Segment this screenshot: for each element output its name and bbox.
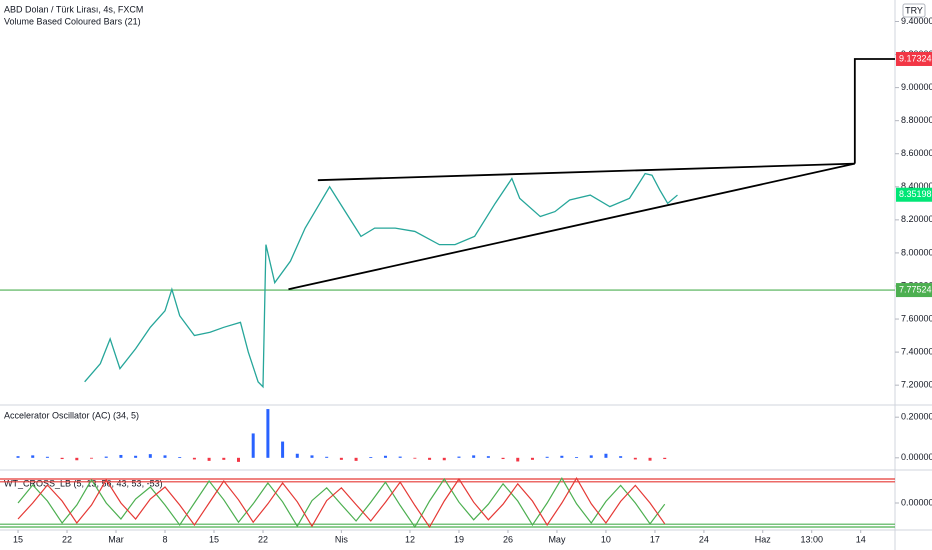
x-tick-label: 12 bbox=[405, 534, 415, 544]
bar bbox=[486, 456, 490, 458]
x-tick-label: 22 bbox=[258, 534, 268, 544]
y-tick-label: 8.20000 bbox=[901, 214, 932, 224]
bar bbox=[633, 457, 637, 460]
bar bbox=[60, 457, 64, 460]
bar bbox=[178, 457, 182, 458]
series-line bbox=[17, 477, 666, 529]
bar bbox=[134, 455, 138, 458]
x-tick-label: 13:00 bbox=[800, 534, 823, 544]
bar bbox=[192, 457, 196, 460]
x-tick-label: 24 bbox=[699, 534, 709, 544]
bar bbox=[31, 455, 35, 458]
bar bbox=[457, 456, 461, 458]
bar bbox=[516, 457, 520, 462]
y-tick-label: 8.00000 bbox=[901, 247, 932, 257]
bar bbox=[398, 456, 402, 458]
bar bbox=[530, 457, 534, 460]
price-label: 8.35198 bbox=[899, 189, 932, 199]
x-tick-label: Haz bbox=[755, 534, 772, 544]
bar bbox=[236, 457, 240, 462]
x-tick-label: Nis bbox=[335, 534, 348, 544]
bar bbox=[251, 433, 255, 458]
bar bbox=[648, 457, 652, 461]
series-line bbox=[84, 172, 678, 389]
x-tick-label: 17 bbox=[650, 534, 660, 544]
bar bbox=[281, 441, 285, 458]
series-line bbox=[853, 58, 895, 164]
bar bbox=[310, 455, 314, 458]
bar bbox=[383, 455, 387, 458]
price-label: 9.17324 bbox=[899, 53, 932, 63]
x-tick-label: 8 bbox=[162, 534, 167, 544]
bar bbox=[589, 455, 593, 458]
bar bbox=[545, 456, 549, 458]
bar bbox=[148, 454, 152, 458]
y-tick-label: 7.20000 bbox=[901, 380, 932, 390]
bar bbox=[369, 457, 373, 458]
y-tick-label: 0.00000 bbox=[901, 497, 932, 507]
bar bbox=[354, 457, 358, 461]
bar bbox=[413, 457, 417, 459]
bar bbox=[45, 456, 49, 458]
bar bbox=[619, 456, 623, 458]
currency: TRY bbox=[905, 5, 923, 15]
x-tick-label: 10 bbox=[601, 534, 611, 544]
chart-title: ABD Dolan / Türk Lirası, 4s, FXCM bbox=[4, 4, 143, 14]
x-tick-label: 22 bbox=[62, 534, 72, 544]
indicator-title: Volume Based Coloured Bars (21) bbox=[4, 16, 141, 26]
y-tick-label: 0.00000 bbox=[901, 452, 932, 462]
bar bbox=[325, 456, 329, 458]
y-tick-label: 9.00000 bbox=[901, 82, 932, 92]
indicator-title: Accelerator Oscillator (AC) (34, 5) bbox=[4, 410, 139, 420]
x-tick-label: 15 bbox=[13, 534, 23, 544]
indicator-title: WT_CROSS_LB (5, 13, 56, 43, 53, -53) bbox=[4, 478, 163, 488]
x-tick-label: 26 bbox=[503, 534, 513, 544]
y-tick-label: 9.40000 bbox=[901, 16, 932, 26]
x-tick-label: 19 bbox=[454, 534, 464, 544]
series-line bbox=[317, 162, 855, 182]
bar bbox=[266, 409, 270, 458]
price-label-box bbox=[896, 51, 932, 66]
bar bbox=[575, 457, 579, 458]
bar bbox=[295, 453, 299, 458]
currency-box[interactable] bbox=[902, 3, 926, 18]
x-tick-label: 14 bbox=[856, 534, 866, 544]
bar bbox=[163, 455, 167, 458]
bar bbox=[16, 456, 20, 458]
price-label-box bbox=[896, 187, 932, 202]
x-tick-label: Mar bbox=[108, 534, 124, 544]
y-tick-label: 7.60000 bbox=[901, 313, 932, 323]
y-tick-label: 0.20000 bbox=[901, 412, 932, 422]
bar bbox=[472, 455, 476, 458]
y-tick-label: 8.80000 bbox=[901, 115, 932, 125]
bar bbox=[119, 454, 123, 458]
bar bbox=[428, 457, 432, 460]
bar bbox=[104, 456, 108, 458]
series-line bbox=[17, 477, 666, 529]
y-tick-label: 8.40000 bbox=[901, 181, 932, 191]
x-tick-label: May bbox=[548, 534, 566, 544]
y-tick-label: 7.40000 bbox=[901, 346, 932, 356]
bar bbox=[207, 457, 211, 461]
series-line bbox=[288, 162, 856, 291]
bar bbox=[222, 457, 226, 460]
bar bbox=[442, 457, 446, 461]
bar bbox=[90, 457, 94, 459]
bar bbox=[339, 457, 343, 460]
y-tick-label: 8.60000 bbox=[901, 148, 932, 158]
bar bbox=[604, 453, 608, 458]
bar bbox=[501, 457, 505, 460]
bar bbox=[75, 457, 79, 461]
price-label-box bbox=[896, 283, 932, 298]
bar bbox=[663, 457, 667, 460]
x-tick-label: 15 bbox=[209, 534, 219, 544]
price-label: 7.77524 bbox=[899, 284, 932, 294]
bar bbox=[560, 455, 564, 458]
